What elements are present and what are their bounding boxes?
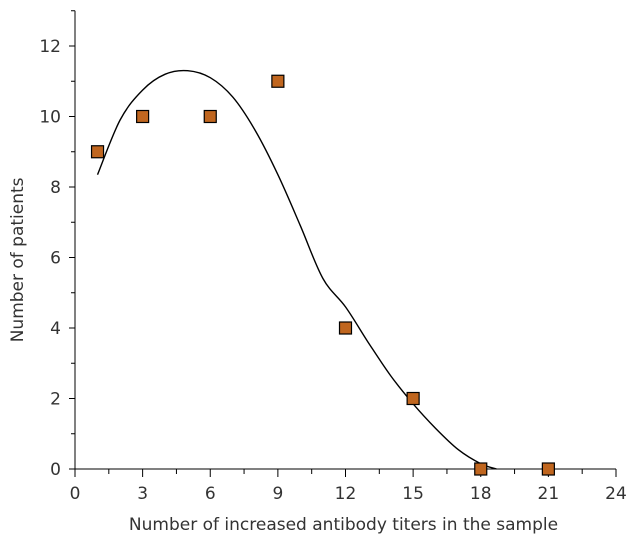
data-point bbox=[136, 109, 150, 124]
fitted-curve-layer bbox=[96, 69, 497, 470]
y-tick-label: 6 bbox=[50, 249, 61, 269]
x-tick-label: 6 bbox=[205, 484, 216, 504]
x-tick-label: 18 bbox=[470, 484, 492, 504]
data-point bbox=[474, 462, 488, 476]
data-point bbox=[271, 74, 285, 88]
x-tick-label: 0 bbox=[70, 484, 81, 504]
data-point bbox=[541, 462, 555, 476]
axes bbox=[69, 10, 617, 477]
data-point bbox=[338, 321, 353, 335]
y-tick-label: 4 bbox=[50, 319, 61, 339]
data-point bbox=[90, 145, 105, 159]
fitted-curve bbox=[96, 69, 497, 470]
y-tick-label: 8 bbox=[50, 178, 61, 198]
y-tick-label: 12 bbox=[39, 37, 61, 57]
x-tick-label: 12 bbox=[335, 484, 357, 504]
y-tick-label: 0 bbox=[50, 460, 61, 480]
data-points-layer bbox=[90, 74, 555, 476]
data-point bbox=[406, 391, 420, 406]
x-tick-label: 3 bbox=[137, 484, 148, 504]
x-axis-title: Number of increased antibody titers in t… bbox=[129, 515, 558, 535]
y-tick-label: 2 bbox=[50, 390, 61, 410]
x-tick-label: 21 bbox=[538, 484, 560, 504]
x-tick-label: 24 bbox=[605, 484, 627, 504]
x-tick-label: 15 bbox=[402, 484, 424, 504]
data-point bbox=[203, 109, 217, 124]
y-axis-title: Number of patients bbox=[8, 177, 28, 342]
x-tick-label: 9 bbox=[272, 484, 283, 504]
y-tick-label: 10 bbox=[39, 108, 61, 128]
